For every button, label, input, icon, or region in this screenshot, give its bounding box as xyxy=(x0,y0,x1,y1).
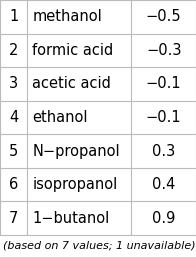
Text: 0.4: 0.4 xyxy=(152,177,175,192)
Text: 5: 5 xyxy=(9,144,18,159)
Text: 0.9: 0.9 xyxy=(152,211,175,226)
Text: 6: 6 xyxy=(9,177,18,192)
Text: −0.5: −0.5 xyxy=(146,9,181,24)
Text: N−propanol: N−propanol xyxy=(33,144,120,159)
Text: ethanol: ethanol xyxy=(33,110,88,125)
Text: 4: 4 xyxy=(9,110,18,125)
Text: isopropanol: isopropanol xyxy=(33,177,118,192)
Text: 1: 1 xyxy=(9,9,18,24)
Text: 0.3: 0.3 xyxy=(152,144,175,159)
Text: −0.1: −0.1 xyxy=(146,76,181,91)
Text: 7: 7 xyxy=(9,211,18,226)
Text: (based on 7 values; 1 unavailable): (based on 7 values; 1 unavailable) xyxy=(3,241,196,251)
Text: 1−butanol: 1−butanol xyxy=(33,211,110,226)
Text: 2: 2 xyxy=(9,43,18,58)
Text: −0.1: −0.1 xyxy=(146,110,181,125)
Text: −0.3: −0.3 xyxy=(146,43,181,58)
Text: methanol: methanol xyxy=(33,9,102,24)
Text: acetic acid: acetic acid xyxy=(33,76,111,91)
Text: 3: 3 xyxy=(9,76,18,91)
Text: formic acid: formic acid xyxy=(33,43,114,58)
